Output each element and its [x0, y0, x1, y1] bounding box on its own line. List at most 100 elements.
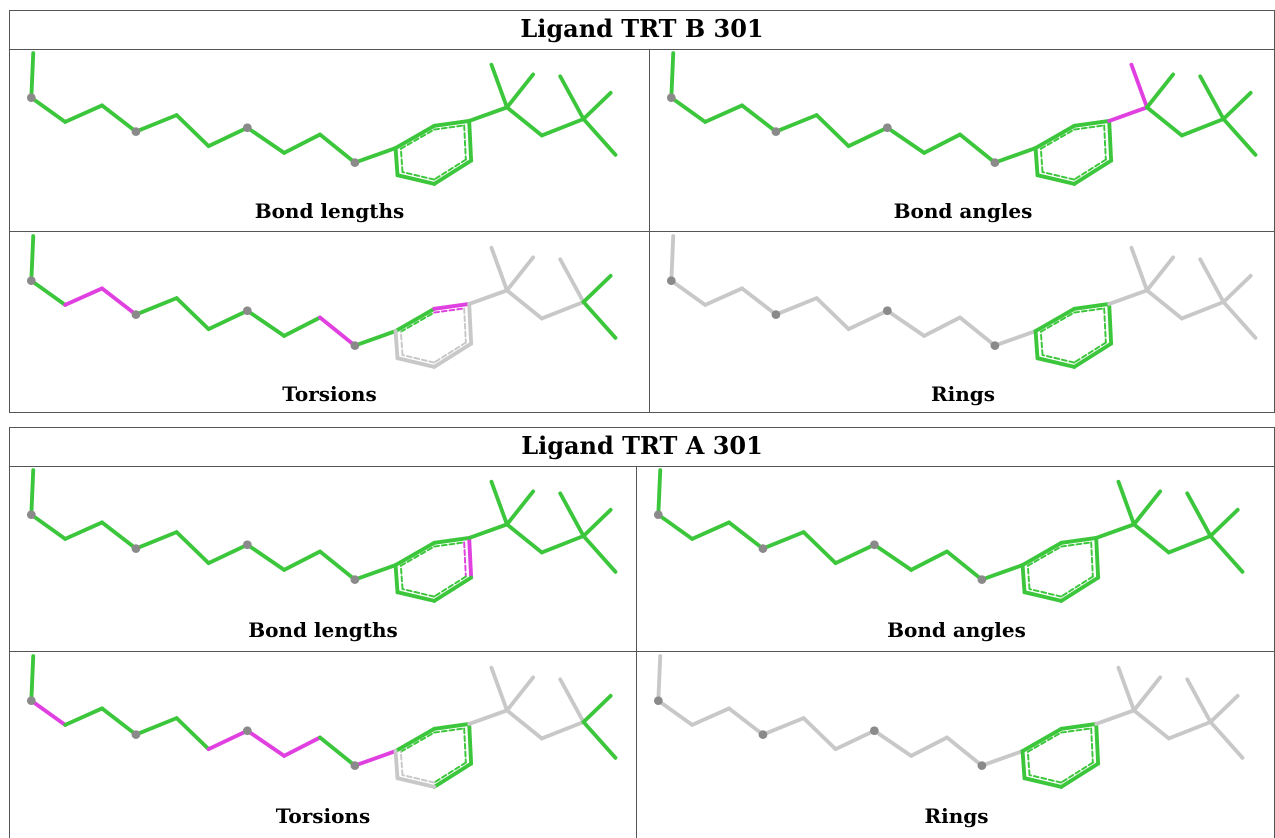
bond: [505, 708, 544, 741]
bond: [467, 302, 474, 346]
bond: [727, 520, 765, 551]
bond: [282, 549, 322, 572]
bond: [539, 300, 586, 321]
bond: [489, 245, 509, 293]
bond: [467, 722, 474, 766]
aromatic-bond: [399, 564, 404, 591]
bond: [669, 234, 676, 283]
bond: [1094, 708, 1136, 726]
bond: [690, 706, 731, 727]
bond: [539, 117, 586, 138]
bond: [1208, 720, 1245, 760]
ligand-table-b: Ligand TRT B 301 Bond lengths Bond angle…: [9, 10, 1275, 413]
bond: [467, 105, 509, 123]
bond: [467, 119, 474, 163]
atom-marker: [242, 123, 252, 133]
atom-marker: [869, 540, 879, 550]
bond: [1208, 507, 1240, 538]
bond: [992, 146, 1038, 165]
bond: [1094, 722, 1101, 766]
aromatic-bond: [433, 541, 466, 548]
aromatic-bond: [399, 330, 404, 357]
aromatic-bond: [1039, 147, 1044, 174]
atom-marker: [350, 158, 360, 167]
bond: [1072, 302, 1112, 311]
bond: [318, 315, 357, 348]
bond: [1185, 491, 1213, 538]
bond: [432, 536, 472, 545]
bond: [29, 698, 68, 727]
aromatic-bond: [399, 311, 436, 333]
atom-marker: [242, 540, 252, 550]
bond: [656, 468, 663, 517]
aromatic-bond: [1039, 128, 1076, 150]
bond: [909, 735, 949, 758]
molecule-diagram: [653, 468, 1245, 603]
bond: [282, 315, 322, 338]
aromatic-bond: [1103, 307, 1107, 344]
bond: [134, 296, 179, 317]
bond: [1059, 575, 1101, 603]
bond: [1020, 563, 1027, 595]
bond: [29, 278, 68, 307]
panel-caption: Rings: [924, 804, 989, 828]
aromatic-bond: [401, 774, 436, 784]
panel-caption: Bond lengths: [254, 199, 405, 223]
aromatic-bond: [463, 541, 467, 578]
bond: [318, 549, 357, 582]
bond: [1059, 536, 1099, 545]
bond: [134, 530, 179, 551]
divider: [10, 651, 1274, 652]
bond: [1116, 665, 1136, 713]
aromatic-bond: [401, 588, 436, 598]
bond: [669, 95, 708, 124]
bond: [1033, 329, 1040, 361]
bond: [992, 329, 1038, 348]
aromatic-bond: [401, 171, 436, 181]
aromatic-bond: [399, 750, 404, 777]
bond: [1132, 675, 1163, 713]
bond: [100, 706, 138, 737]
bond: [581, 507, 613, 538]
bond: [467, 708, 509, 726]
bond: [174, 716, 211, 752]
bond: [489, 665, 509, 713]
bond: [432, 341, 474, 369]
bond: [1059, 722, 1099, 731]
bond: [1020, 749, 1027, 781]
aromatic-bond: [399, 731, 436, 753]
atom-marker: [666, 276, 676, 286]
bond: [872, 728, 914, 758]
molecule-diagram: [666, 51, 1258, 186]
bond: [1033, 306, 1077, 333]
aromatic-bond: [433, 158, 467, 181]
bond: [395, 590, 437, 603]
bond: [669, 278, 708, 307]
aromatic-bond: [399, 545, 436, 567]
aromatic-bond: [1060, 727, 1093, 734]
atom-marker: [350, 575, 360, 584]
bond: [206, 308, 250, 332]
bond: [352, 563, 398, 582]
molecule-diagram: [26, 51, 618, 186]
bond: [1198, 257, 1226, 304]
bond: [1208, 693, 1240, 724]
aromatic-bond: [1073, 124, 1106, 131]
bond: [206, 728, 250, 752]
bond: [505, 522, 544, 555]
bond: [581, 273, 613, 304]
bond: [1132, 708, 1171, 741]
bond: [581, 720, 618, 760]
bond: [774, 296, 819, 317]
bond: [1059, 761, 1101, 789]
panel-caption: Bond angles: [893, 199, 1033, 223]
bond: [656, 698, 695, 727]
bond: [174, 296, 211, 332]
bond: [727, 706, 765, 737]
bond: [1221, 273, 1253, 304]
bond: [1094, 536, 1101, 580]
bond: [922, 132, 962, 155]
bond: [1179, 300, 1226, 321]
atom-marker: [653, 510, 663, 520]
bond: [581, 693, 613, 724]
